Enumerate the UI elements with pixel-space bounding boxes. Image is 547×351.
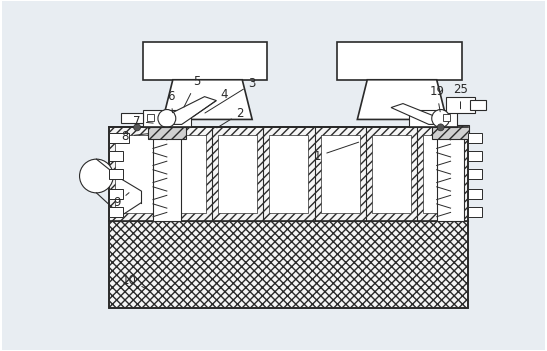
Polygon shape [391, 104, 443, 124]
Bar [109, 127, 468, 221]
Bar [468, 207, 482, 217]
Text: 19: 19 [429, 85, 444, 112]
Polygon shape [167, 97, 217, 124]
Text: 4: 4 [193, 88, 228, 117]
Bar [468, 151, 482, 161]
Bar [147, 114, 154, 121]
Text: 2: 2 [217, 107, 244, 128]
Bar [109, 151, 123, 161]
Text: 10: 10 [122, 274, 150, 291]
Bar [109, 169, 123, 179]
Text: 8: 8 [121, 130, 148, 143]
Bar [148, 125, 185, 139]
Bar [109, 127, 468, 308]
Text: 25: 25 [453, 83, 468, 109]
Circle shape [79, 159, 113, 193]
Circle shape [158, 110, 176, 127]
Bar [109, 133, 129, 143]
Bar [218, 135, 257, 213]
Bar [432, 125, 469, 139]
Bar [437, 127, 464, 221]
Text: 7: 7 [133, 115, 153, 128]
Polygon shape [357, 80, 446, 119]
Bar [337, 42, 462, 80]
Bar [443, 114, 450, 121]
Bar [321, 135, 360, 213]
Bar [143, 42, 267, 80]
Bar [167, 135, 206, 213]
Bar [409, 110, 457, 127]
Text: 6: 6 [167, 90, 174, 113]
Text: 1: 1 [314, 142, 359, 163]
Bar [109, 207, 123, 217]
Bar [121, 113, 143, 124]
Text: 5: 5 [184, 75, 200, 107]
Text: 3: 3 [205, 77, 256, 113]
Circle shape [133, 124, 141, 131]
Bar [470, 100, 486, 110]
Bar [468, 169, 482, 179]
Bar [468, 189, 482, 199]
Circle shape [437, 124, 444, 131]
Bar [109, 189, 123, 199]
Bar [468, 133, 482, 143]
Bar [423, 135, 462, 213]
Text: 9: 9 [113, 193, 129, 209]
Bar [153, 127, 181, 221]
Circle shape [432, 110, 450, 127]
Bar [143, 110, 191, 127]
Polygon shape [163, 80, 252, 119]
Bar [446, 97, 475, 113]
Bar [269, 135, 309, 213]
Bar [372, 135, 411, 213]
Bar [109, 221, 468, 308]
Bar [115, 135, 154, 213]
